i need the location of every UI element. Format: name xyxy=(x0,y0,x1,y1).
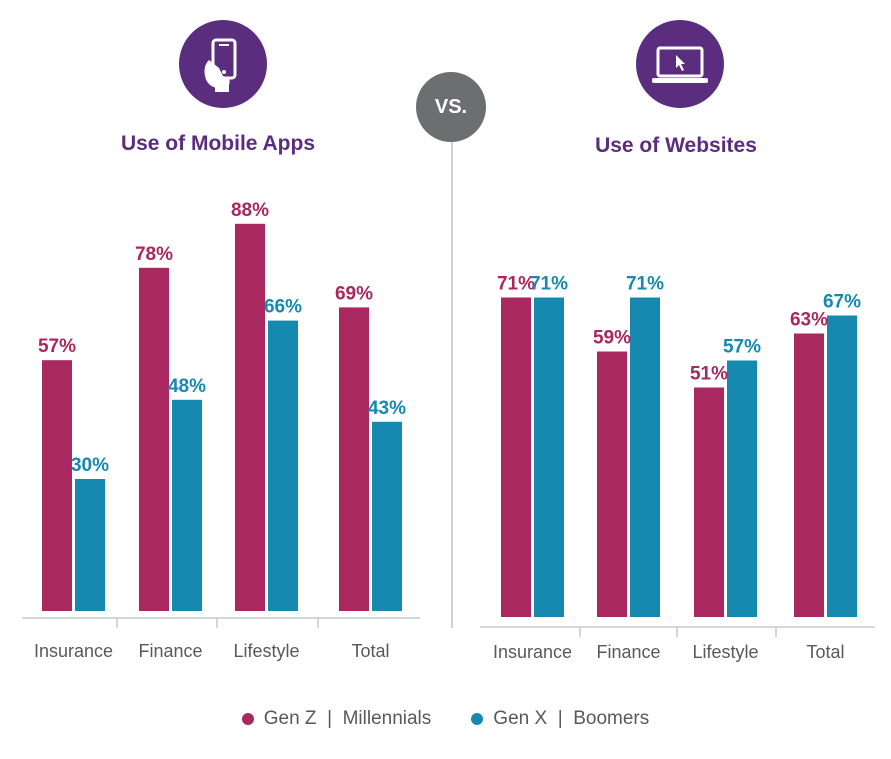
data-label-series-a: 59% xyxy=(593,328,631,349)
data-label-series-b: 48% xyxy=(168,376,206,397)
vs-badge: VS. xyxy=(416,72,486,142)
legend-label-series-b: Gen X | Boomers xyxy=(493,708,650,729)
bar-series-a xyxy=(501,297,531,617)
data-label-series-b: 43% xyxy=(368,398,406,419)
data-label-series-b: 71% xyxy=(530,274,568,295)
bar-series-a xyxy=(42,360,72,611)
bar-series-a xyxy=(794,333,824,617)
legend-swatch-series-b xyxy=(471,713,484,725)
legend-item-series-a: Gen Z | Millennials xyxy=(241,708,432,730)
websites-title: Use of Websites xyxy=(595,134,757,157)
x-tick-label: Lifestyle xyxy=(233,641,299,661)
bar-series-b xyxy=(630,297,660,617)
bar-series-b xyxy=(75,479,105,611)
data-label-series-b: 67% xyxy=(823,292,861,313)
bar-series-a xyxy=(235,223,265,612)
data-label-series-b: 30% xyxy=(71,455,109,476)
x-tick-label: Total xyxy=(806,642,844,662)
x-tick-label: Total xyxy=(351,641,389,661)
x-tick-label: Lifestyle xyxy=(692,642,758,662)
bar-series-b xyxy=(372,421,402,611)
data-label-series-a: 88% xyxy=(231,200,269,221)
bar-series-a xyxy=(139,267,169,611)
bar-series-b xyxy=(268,320,298,611)
data-label-series-a: 63% xyxy=(790,310,828,331)
mobile-phone-in-hand-icon xyxy=(179,20,267,108)
bar-series-b xyxy=(727,360,757,617)
bar-series-b xyxy=(534,297,564,617)
data-label-series-b: 71% xyxy=(626,274,664,295)
data-label-series-a: 57% xyxy=(38,336,76,357)
data-label-series-b: 66% xyxy=(264,297,302,318)
legend-item-series-b: Gen X | Boomers xyxy=(471,708,649,730)
bar-series-b xyxy=(172,399,202,611)
bar-series-b xyxy=(827,315,857,617)
bar-charts: 57% 30% Insurance 78% 48% Finance 88% 66% Lifest… xyxy=(22,200,875,662)
bar-series-a xyxy=(694,387,724,617)
x-tick-label: Finance xyxy=(596,642,660,662)
laptop-cursor-icon xyxy=(636,20,724,108)
bar-series-a xyxy=(339,307,369,611)
data-label-series-b: 57% xyxy=(723,337,761,358)
panel-divider xyxy=(451,142,453,628)
data-label-series-a: 71% xyxy=(497,274,535,295)
legend-label-series-a: Gen Z | Millennials xyxy=(263,708,432,729)
x-tick-label: Insurance xyxy=(34,641,113,661)
x-tick-label: Insurance xyxy=(493,642,572,662)
legend: Gen Z | Millennials Gen X | Boomers xyxy=(0,708,891,730)
data-label-series-a: 78% xyxy=(135,244,173,265)
legend-swatch-series-a xyxy=(241,713,254,725)
x-tick-label: Finance xyxy=(138,641,202,661)
bar-series-a xyxy=(597,351,627,617)
data-label-series-a: 51% xyxy=(690,364,728,385)
mobile-apps-title: Use of Mobile Apps xyxy=(120,132,316,155)
data-label-series-a: 69% xyxy=(335,283,373,304)
